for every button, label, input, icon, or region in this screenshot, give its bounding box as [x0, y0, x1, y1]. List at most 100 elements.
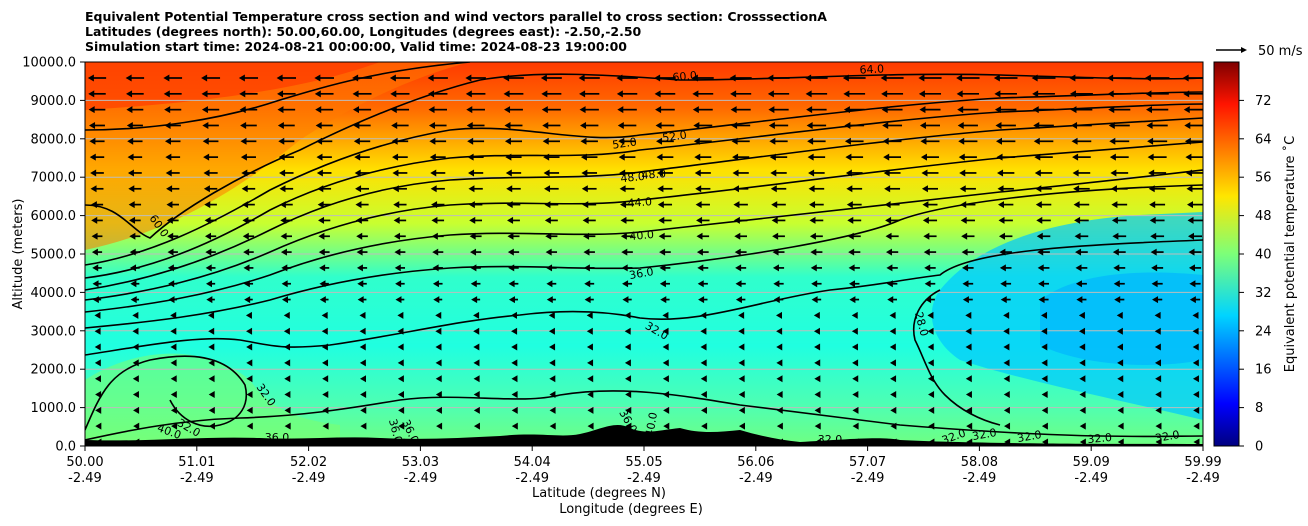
wind-vector	[662, 327, 669, 335]
x-tick-label-latitude: 59.09	[1073, 455, 1110, 470]
wind-vector	[278, 153, 294, 161]
wind-vector	[546, 280, 557, 288]
wind-vector	[1113, 280, 1125, 288]
wind-vector	[1074, 232, 1089, 240]
wind-vector	[738, 359, 745, 367]
wind-vector	[735, 296, 746, 304]
wind-vector	[852, 422, 859, 430]
wind-vector	[700, 359, 707, 367]
wind-vector	[89, 137, 105, 145]
wind-vector	[620, 216, 634, 224]
wind-vector	[465, 74, 486, 82]
wind-vector	[168, 280, 178, 288]
wind-vector	[506, 185, 521, 193]
wind-vector	[1188, 232, 1202, 240]
wind-vector	[284, 406, 291, 414]
wind-vector	[1035, 201, 1052, 209]
wind-vector	[919, 106, 941, 114]
colorbar-tick-label: 56	[1255, 171, 1272, 186]
wind-vector	[127, 153, 143, 161]
wind-vector	[242, 216, 255, 224]
wind-vector	[883, 153, 902, 161]
wind-vector	[1003, 406, 1010, 414]
x-tick-label-latitude: 57.07	[849, 455, 886, 470]
wind-vector	[997, 185, 1014, 193]
wind-vector	[655, 106, 675, 114]
wind-vector	[431, 216, 445, 224]
wind-vector	[126, 121, 143, 129]
wind-vector	[813, 327, 820, 335]
wind-vector	[277, 106, 296, 114]
wind-vector	[965, 375, 972, 383]
wind-vector	[240, 153, 256, 161]
wind-vector	[583, 232, 596, 240]
wind-vector	[848, 248, 861, 256]
wind-vector	[776, 375, 783, 383]
wind-vector	[1042, 438, 1049, 446]
wind-vector	[663, 438, 670, 446]
wind-vector	[238, 74, 259, 82]
wind-vector	[352, 74, 372, 82]
wind-vector	[738, 375, 745, 383]
wind-vector	[390, 90, 410, 98]
wind-vector	[1145, 90, 1169, 98]
wind-vector	[511, 438, 518, 446]
wind-vector	[397, 311, 404, 319]
wind-vector	[927, 375, 934, 383]
wind-vector	[655, 121, 675, 129]
wind-vector	[246, 406, 253, 414]
x-tick-label-longitude: -2.49	[1186, 471, 1220, 486]
wind-vector	[1034, 169, 1053, 177]
wind-vector	[966, 438, 973, 446]
wind-vector	[427, 74, 448, 82]
wind-vector	[133, 422, 140, 430]
wind-vector	[731, 121, 751, 129]
wind-vector	[776, 391, 783, 399]
wind-vector	[240, 137, 257, 145]
wind-vector	[1003, 359, 1010, 367]
wind-vector	[1003, 375, 1010, 383]
y-tick-label: 10000.0	[22, 56, 76, 71]
wind-vector	[393, 216, 407, 224]
wind-vector	[965, 343, 972, 351]
wind-vector	[466, 121, 485, 129]
wind-vector	[1003, 327, 1010, 335]
wind-vector	[356, 264, 368, 272]
wind-vector	[202, 137, 219, 145]
wind-vector	[663, 406, 670, 414]
wind-vector	[165, 169, 180, 177]
wind-vector	[617, 121, 637, 129]
wind-vector	[284, 422, 291, 430]
wind-vector	[201, 74, 221, 82]
wind-vector	[583, 264, 595, 272]
wind-vector	[852, 406, 859, 414]
wind-vector	[698, 296, 708, 304]
wind-vector	[435, 311, 442, 319]
wind-vector	[549, 391, 556, 399]
wind-vector	[587, 406, 594, 414]
wind-vector	[359, 327, 366, 335]
wind-vector	[1185, 153, 1203, 161]
wind-vector	[625, 375, 632, 383]
colorbar-tick-label: 0	[1255, 440, 1263, 455]
wind-vector	[206, 296, 215, 304]
wind-vector	[352, 90, 372, 98]
wind-vector	[805, 74, 828, 82]
wind-vector	[279, 169, 294, 177]
wind-vector	[549, 343, 556, 351]
wind-vector	[1155, 438, 1162, 446]
wind-vector	[1147, 137, 1168, 145]
wind-vector	[318, 216, 331, 224]
wind-vector	[852, 359, 859, 367]
wind-vector	[587, 375, 594, 383]
wind-vector	[1107, 90, 1131, 98]
wind-vector	[94, 311, 101, 319]
wind-vector	[398, 422, 405, 430]
wind-vector	[544, 201, 559, 209]
wind-vector	[541, 90, 562, 98]
y-tick-label: 7000.0	[31, 171, 77, 186]
wind-vector	[1000, 296, 1011, 304]
wind-vector	[697, 264, 709, 272]
wind-vector	[851, 311, 858, 319]
wind-vector	[203, 169, 218, 177]
